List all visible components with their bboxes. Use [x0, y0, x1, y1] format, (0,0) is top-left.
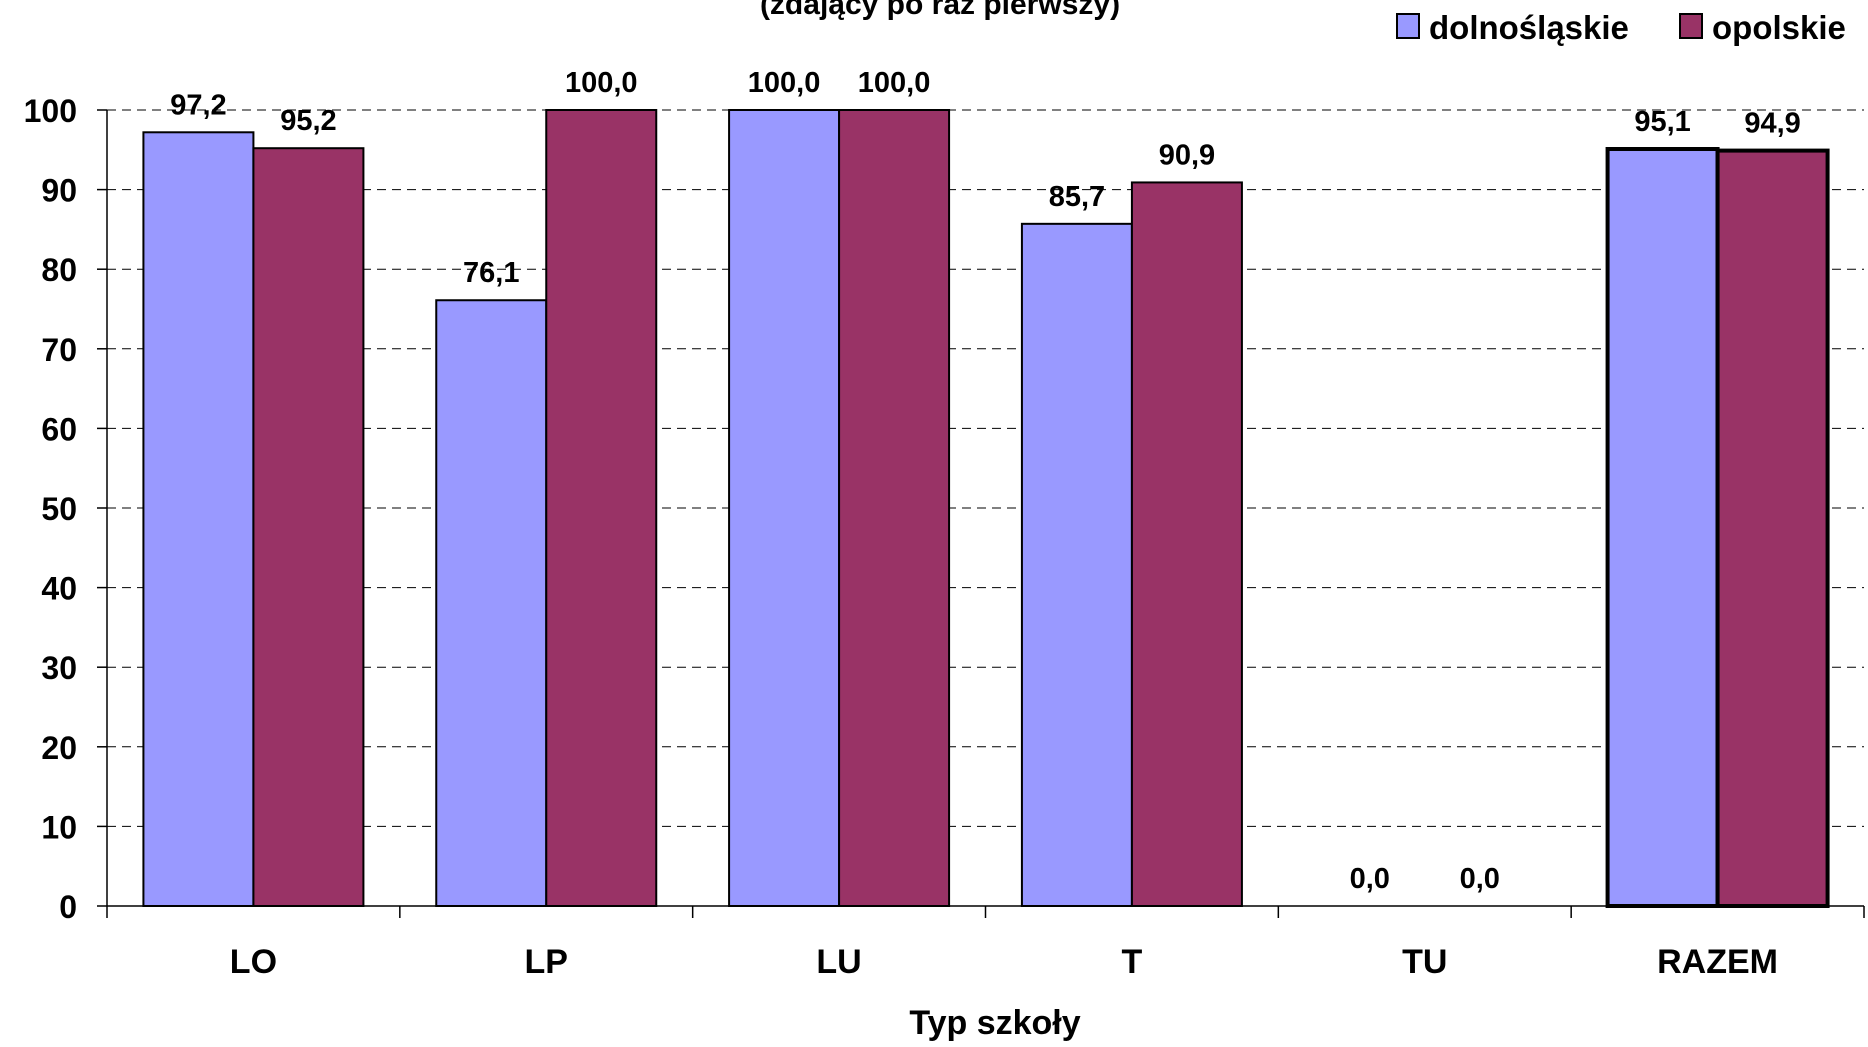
y-tick-label: 30: [41, 650, 77, 686]
y-tick-label: 100: [24, 93, 77, 129]
data-label: 100,0: [565, 67, 638, 99]
bar-lp-series2: [545, 109, 658, 907]
y-axis: 0 10 20 30 40 50 60 70 80 90 100: [24, 93, 108, 925]
x-tick-label: T: [1122, 943, 1143, 981]
data-label: 100,0: [858, 67, 931, 99]
bars: [142, 109, 1830, 908]
legend-label: opolskie: [1712, 9, 1846, 46]
legend-label: dolnośląskie: [1429, 9, 1629, 46]
bar-lp-series1: [435, 299, 548, 907]
x-tick-label: TU: [1402, 943, 1447, 981]
data-label: 95,2: [280, 105, 336, 137]
data-label: 95,1: [1634, 106, 1690, 138]
bar-t-series1: [1020, 222, 1133, 907]
data-label: 100,0: [748, 67, 821, 99]
legend-swatch: [1679, 13, 1703, 39]
chart-title: (zdający po raz pierwszy): [760, 0, 1120, 21]
y-tick-label: 10: [41, 809, 77, 845]
y-tick-label: 40: [41, 571, 77, 607]
bar-lo-series2: [252, 147, 365, 907]
data-label: 94,9: [1744, 108, 1800, 140]
bar-razem-series2: [1715, 148, 1830, 908]
bar-razem-series1: [1605, 147, 1720, 908]
data-label: 0,0: [1460, 863, 1500, 895]
data-label: 85,7: [1049, 181, 1105, 213]
y-tick-label: 60: [41, 411, 77, 447]
data-label: 90,9: [1159, 139, 1215, 171]
legend: dolnośląskie opolskie: [1396, 9, 1846, 46]
legend-swatch: [1396, 13, 1420, 39]
x-tick-label: LU: [816, 943, 861, 981]
data-label: 97,2: [170, 89, 226, 121]
y-tick-label: 0: [59, 889, 77, 925]
data-labels: 97,2 95,2 76,1 100,0 100,0 100,0 85,7 90,9 0,0 0,…: [170, 67, 1801, 895]
x-tick-label: LP: [525, 943, 568, 981]
x-axis: LO LP LU T TU RAZEM: [106, 905, 1865, 981]
bar-lu-series1: [728, 109, 841, 907]
y-tick-label: 50: [41, 491, 77, 527]
y-tick-label: 90: [41, 173, 77, 209]
data-label: 0,0: [1350, 863, 1390, 895]
bar-t-series2: [1130, 181, 1243, 908]
bar-lo-series1: [142, 131, 255, 907]
y-tick-label: 80: [41, 252, 77, 288]
x-tick-label: RAZEM: [1657, 943, 1778, 981]
y-tick-label: 70: [41, 332, 77, 368]
data-label: 76,1: [463, 257, 519, 289]
x-tick-label: LO: [230, 943, 277, 981]
y-tick-label: 20: [41, 730, 77, 766]
bar-lu-series2: [838, 109, 951, 907]
grid-lines: [107, 109, 1864, 827]
x-axis-title: Typ szkoły: [909, 1004, 1080, 1042]
